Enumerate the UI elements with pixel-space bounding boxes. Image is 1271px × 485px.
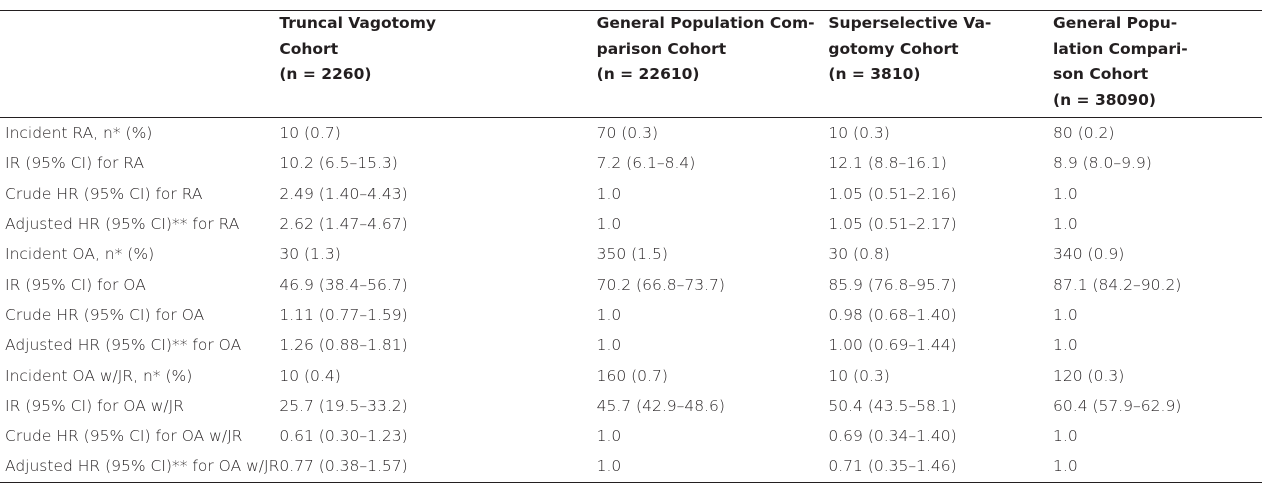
cell: 0.69 (0.34–1.40) xyxy=(828,427,957,446)
header-line: (n = 2260) xyxy=(279,65,372,83)
table-row: Adjusted HR (95% CI)** for OA 1.26 (0.88–… xyxy=(0,330,1262,360)
cell: 87.1 (84.2–90.2) xyxy=(1053,275,1182,294)
cell: 1.0 xyxy=(1053,336,1078,355)
cell: 25.7 (19.5–33.2) xyxy=(279,396,408,415)
header-line: (n = 38090) xyxy=(1053,90,1156,109)
cell: 10 (0.3) xyxy=(828,124,890,143)
cell: 1.0 xyxy=(596,215,622,234)
cell: 0.61 (0.30–1.23) xyxy=(279,427,408,446)
cell: 70.2 (66.8–73.7) xyxy=(596,275,725,294)
cell: 1.00 (0.69–1.44) xyxy=(828,336,957,355)
table-row: Crude HR (95% CI) for OA 1.11 (0.77–1.59)… xyxy=(0,300,1262,330)
table-row: Crude HR (95% CI) for RA 2.49 (1.40–4.43)… xyxy=(0,179,1262,209)
table-row: Incident OA w/JR, n* (%) 10 (0.4) 160 (0.7… xyxy=(0,360,1262,390)
table-row: IR (95% CI) for RA 10.2 (6.5–15.3) 7.2 (6.… xyxy=(0,148,1262,178)
row-label: IR (95% CI) for OA w/JR xyxy=(5,396,184,415)
column-header: General Population Com-parison Cohort (n … xyxy=(597,11,829,118)
cell: 8.9 (8.0–9.9) xyxy=(1053,154,1152,173)
cell: 10.2 (6.5–15.3) xyxy=(279,154,398,173)
cell: 1.0 xyxy=(596,305,622,324)
cell: 1.0 xyxy=(596,184,622,203)
row-label: Adjusted HR (95% CI)** for OA xyxy=(5,336,242,355)
cell: 120 (0.3) xyxy=(1053,366,1125,385)
table-row: Incident RA, n* (%) 10 (0.7) 70 (0.3) 10 (0… xyxy=(0,118,1262,149)
cell: 30 (0.8) xyxy=(828,245,890,264)
cell: 1.0 xyxy=(1053,457,1078,476)
row-label: IR (95% CI) for RA xyxy=(5,154,145,173)
header-line: Cohort xyxy=(279,39,339,58)
cell: 7.2 (6.1–8.4) xyxy=(596,154,696,173)
cell: 0.71 (0.35–1.46) xyxy=(828,457,957,476)
row-label: Adjusted HR (95% CI)** for RA xyxy=(5,215,240,234)
cell: 70 (0.3) xyxy=(596,124,659,143)
cell: 1.0 xyxy=(1053,215,1078,234)
cell: 1.05 (0.51–2.16) xyxy=(828,184,957,203)
cell: 60.4 (57.9–62.9) xyxy=(1053,396,1182,415)
column-header: General Popu-lation Compari-son Cohort (n… xyxy=(1053,11,1262,118)
cell: 2.49 (1.40–4.43) xyxy=(279,184,408,203)
header-line: General Popu- xyxy=(1053,14,1178,32)
table-row: Adjusted HR (95% CI)** for OA w/JR 0.77 (… xyxy=(0,451,1262,483)
cell: 350 (1.5) xyxy=(596,245,668,264)
cell: 10 (0.7) xyxy=(279,124,341,143)
cell: 80 (0.2) xyxy=(1053,124,1115,143)
table-body: Incident RA, n* (%) 10 (0.7) 70 (0.3) 10 (0… xyxy=(0,118,1262,483)
table-row: Adjusted HR (95% CI)** for RA 2.62 (1.47–… xyxy=(0,209,1262,239)
header-line: Truncal Vagotomy xyxy=(279,14,436,32)
header-line: (n = 3810) xyxy=(828,65,921,83)
cell: 1.26 (0.88–1.81) xyxy=(279,336,408,355)
cell: 1.11 (0.77–1.59) xyxy=(279,305,408,324)
header-line: son Cohort xyxy=(1053,65,1149,83)
cell: 1.05 (0.51–2.17) xyxy=(828,215,957,234)
cell: 10 (0.3) xyxy=(828,366,890,385)
row-label: Incident OA, n* (%) xyxy=(5,245,155,264)
cell: 2.62 (1.47–4.67) xyxy=(279,215,408,234)
cell: 10 (0.4) xyxy=(279,366,341,385)
cell: 1.0 xyxy=(1053,305,1078,324)
header-line: lation Compari- xyxy=(1053,39,1188,58)
row-label: Incident RA, n* (%) xyxy=(5,124,153,143)
cell: 340 (0.9) xyxy=(1053,245,1125,264)
column-header: Truncal Vagotomy Cohort (n = 2260) xyxy=(279,11,596,118)
header-line: Superselective Va- xyxy=(828,14,992,32)
table-row: IR (95% CI) for OA 46.9 (38.4–56.7) 70.2 (… xyxy=(0,269,1262,299)
table-head: Truncal Vagotomy Cohort (n = 2260) General … xyxy=(0,10,1262,118)
cell: 160 (0.7) xyxy=(596,366,668,385)
row-label: Crude HR (95% CI) for OA w/JR xyxy=(5,427,243,446)
row-label: Crude HR (95% CI) for RA xyxy=(5,184,203,203)
header-line: parison Cohort xyxy=(596,39,727,58)
header-line: General Population Com- xyxy=(596,14,815,32)
cell: 1.0 xyxy=(596,427,622,446)
table-row: Incident OA, n* (%) 30 (1.3) 350 (1.5) 30 (… xyxy=(0,239,1262,269)
cell: 46.9 (38.4–56.7) xyxy=(279,275,408,294)
cell: 1.0 xyxy=(596,457,622,476)
row-label: Crude HR (95% CI) for OA xyxy=(5,305,205,324)
column-header: Superselective Va-gotomy Cohort (n = 3810… xyxy=(828,11,1053,118)
cell: 1.0 xyxy=(596,336,622,355)
cell: 30 (1.3) xyxy=(279,245,341,264)
table-row: IR (95% CI) for OA w/JR 25.7 (19.5–33.2) 4… xyxy=(0,391,1262,421)
cell: 45.7 (42.9–48.6) xyxy=(596,396,725,415)
cell: 0.98 (0.68–1.40) xyxy=(828,305,957,324)
header-line: (n = 22610) xyxy=(596,65,700,83)
header-row: Truncal Vagotomy Cohort (n = 2260) General … xyxy=(0,10,1262,118)
cell: 85.9 (76.8–95.7) xyxy=(828,275,957,294)
cell: 50.4 (43.5–58.1) xyxy=(828,396,957,415)
row-label: Adjusted HR (95% CI)** for OA w/JR xyxy=(5,457,280,476)
table-row: Crude HR (95% CI) for OA w/JR 0.61 (0.30–… xyxy=(0,421,1262,451)
cell: 0.77 (0.38–1.57) xyxy=(279,457,408,476)
data-table: Truncal Vagotomy Cohort (n = 2260) General … xyxy=(0,10,1262,483)
column-header xyxy=(0,11,279,118)
row-label: IR (95% CI) for OA xyxy=(5,275,146,294)
cell: 1.0 xyxy=(1053,427,1078,446)
cell: 1.0 xyxy=(1053,184,1078,203)
cell: 12.1 (8.8–16.1) xyxy=(828,154,947,173)
header-line: gotomy Cohort xyxy=(828,39,959,58)
row-label: Incident OA w/JR, n* (%) xyxy=(5,366,193,385)
